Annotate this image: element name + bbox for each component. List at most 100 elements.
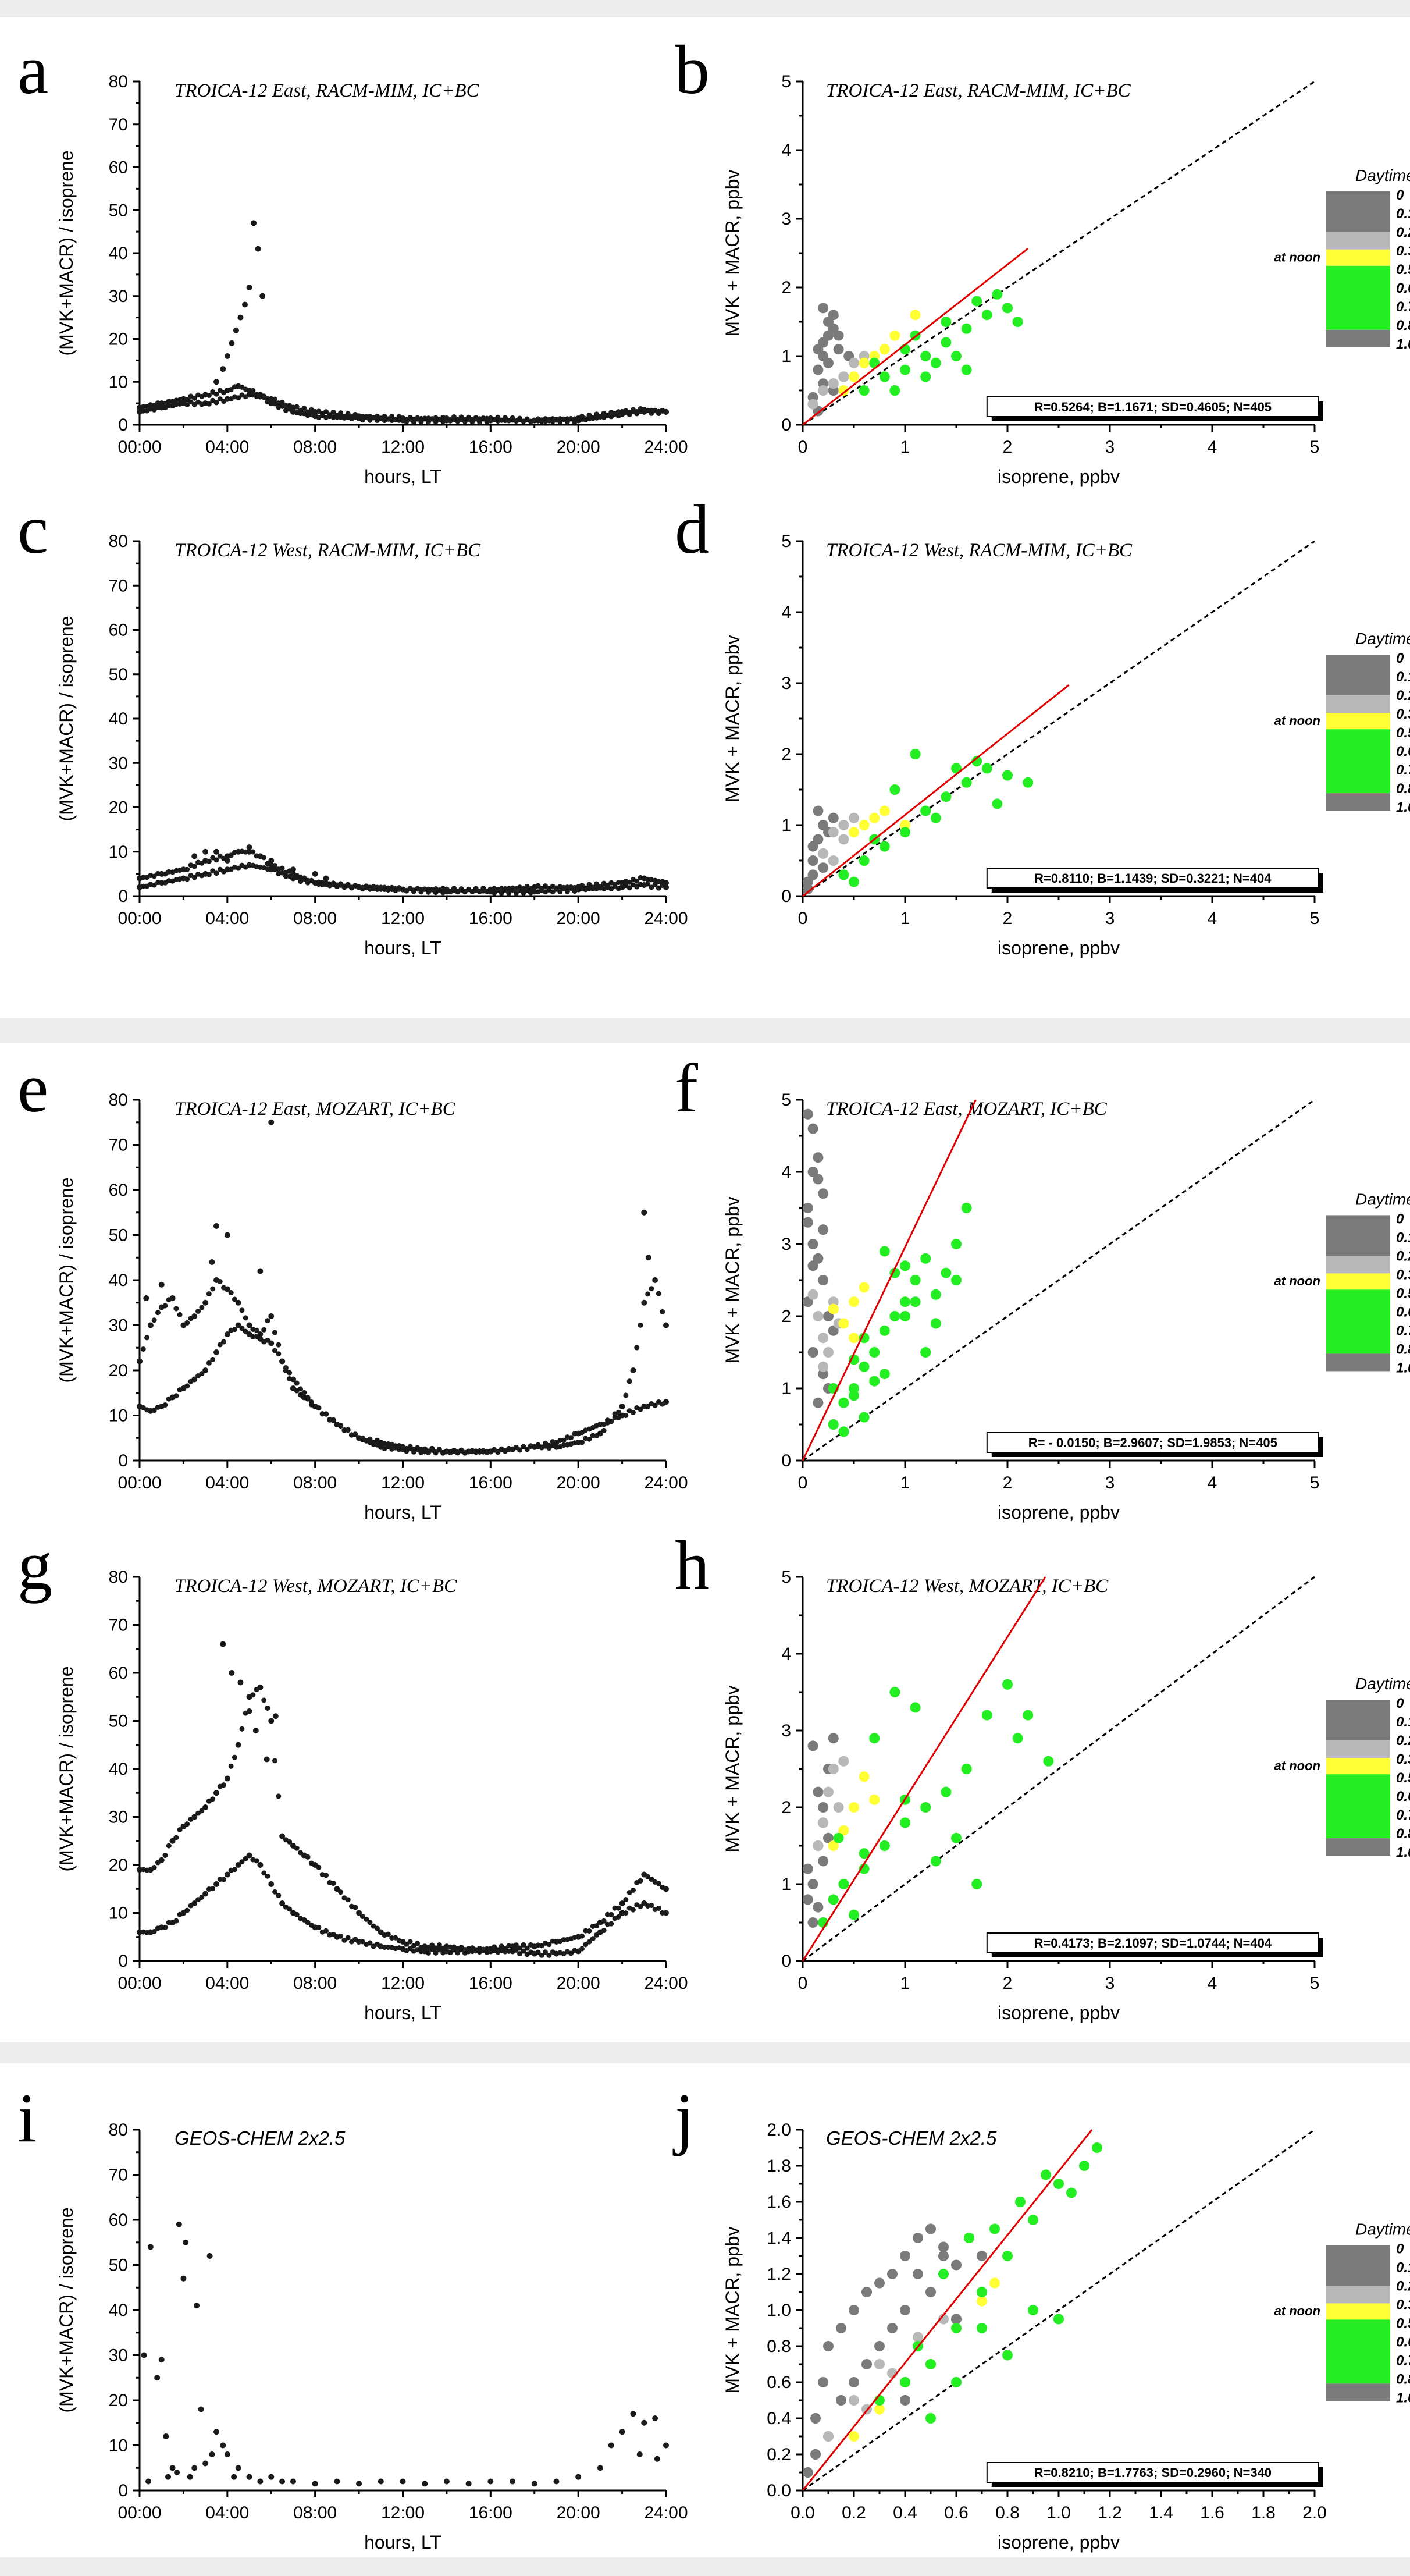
data-point	[425, 889, 431, 895]
y-tick-label: 2	[781, 1798, 791, 1817]
cluster-mid	[849, 805, 910, 838]
legend-label: 0.750	[1396, 1807, 1410, 1823]
data-point	[838, 1879, 849, 1889]
legend-label: 0.500	[1396, 2315, 1410, 2331]
data-point	[818, 1275, 829, 1285]
data-point	[818, 1188, 829, 1199]
x-tick-label: 12:00	[381, 1473, 425, 1493]
data-point	[429, 887, 435, 893]
x-tick-label: 4	[1208, 1974, 1217, 1993]
data-point	[823, 1347, 834, 1358]
data-point	[1012, 1733, 1023, 1744]
data-point	[265, 1337, 270, 1343]
data-point	[239, 1326, 245, 1331]
data-point	[992, 289, 1003, 300]
data-point	[323, 1928, 329, 1934]
data-point	[925, 2413, 936, 2424]
data-point	[210, 1356, 216, 1362]
data-point	[859, 357, 870, 368]
data-point	[199, 1808, 205, 1814]
data-point	[330, 409, 336, 415]
y-tick-label: 0.4	[767, 2409, 791, 2428]
data-point	[198, 2406, 204, 2412]
x-tick-label: 08:00	[293, 1974, 337, 1993]
data-point	[330, 414, 336, 420]
x-tick-label: 1	[900, 438, 910, 457]
data-point	[487, 2478, 494, 2485]
data-point	[1002, 1679, 1013, 1690]
data-point	[294, 1845, 300, 1851]
data-point	[143, 1295, 149, 1301]
data-point	[224, 1775, 230, 1782]
data-point	[838, 1756, 849, 1767]
y-tick-label: 2.0	[767, 2120, 791, 2140]
x-axis-title: hours, LT	[364, 1502, 441, 1523]
data-point	[823, 1832, 834, 1843]
data-point	[513, 1445, 519, 1451]
data-point	[818, 1802, 829, 1813]
data-point	[961, 777, 972, 788]
data-point	[272, 1330, 278, 1335]
data-point	[272, 1348, 278, 1353]
data-point	[583, 416, 589, 422]
data-point	[228, 1290, 234, 1296]
x-axis-title: hours, LT	[364, 466, 441, 487]
data-point	[359, 886, 365, 892]
data-point	[206, 2253, 213, 2259]
data-point	[813, 344, 824, 355]
y-tick-label: 10	[109, 1904, 128, 1923]
data-point	[1002, 2350, 1013, 2361]
y-tick-label: 80	[109, 2120, 128, 2140]
data-point	[874, 2359, 885, 2369]
data-point	[202, 1299, 209, 1306]
data-point	[938, 2314, 949, 2325]
legend-label: 0.375	[1396, 1751, 1410, 1767]
data-point	[971, 296, 982, 307]
cluster-mid	[828, 1771, 880, 1851]
data-point	[187, 2474, 193, 2480]
data-point	[246, 2474, 252, 2480]
data-point	[246, 1852, 252, 1859]
data-point	[305, 1396, 311, 1402]
data-point	[290, 2478, 296, 2485]
data-point	[407, 1445, 413, 1451]
data-point	[623, 1910, 629, 1916]
data-point	[859, 385, 870, 396]
cluster-day	[838, 749, 1034, 887]
data-point	[176, 2221, 182, 2227]
data-point	[619, 1412, 625, 1419]
data-point	[250, 1692, 256, 1698]
data-point	[243, 1856, 248, 1861]
x-tick-label: 04:00	[205, 909, 249, 928]
data-point	[268, 1881, 275, 1887]
data-point	[158, 1924, 165, 1931]
data-point	[807, 1740, 818, 1751]
data-point	[163, 2433, 169, 2439]
legend-segment	[1326, 1289, 1390, 1354]
data-point	[910, 1296, 921, 1307]
fit-line	[802, 684, 1070, 897]
y-tick-label: 20	[109, 1856, 128, 1875]
data-point	[900, 2377, 910, 2387]
stats-box	[986, 1932, 1319, 1953]
legend-segment	[1326, 1256, 1390, 1274]
data-point	[378, 2478, 384, 2485]
data-point	[480, 416, 486, 422]
x-tick-label: 1.6	[1200, 2503, 1224, 2522]
data-point	[229, 1670, 235, 1676]
y-tick-label: 1.0	[767, 2301, 791, 2320]
data-point	[861, 2359, 872, 2369]
y-tick-label: 30	[109, 1316, 128, 1335]
x-tick-label: 3	[1105, 1974, 1115, 1993]
data-point	[649, 884, 654, 890]
y-tick-label: 1.2	[767, 2265, 791, 2284]
data-point	[232, 1867, 237, 1873]
data-point	[938, 2251, 949, 2261]
x-tick-label: 00:00	[117, 2503, 161, 2522]
data-point	[802, 1203, 813, 1213]
data-point	[210, 1886, 216, 1892]
legend-segment	[1326, 329, 1390, 347]
data-point	[246, 844, 252, 851]
y-tick-label: 60	[109, 1181, 128, 1200]
x-tick-label: 0.6	[944, 2503, 969, 2522]
